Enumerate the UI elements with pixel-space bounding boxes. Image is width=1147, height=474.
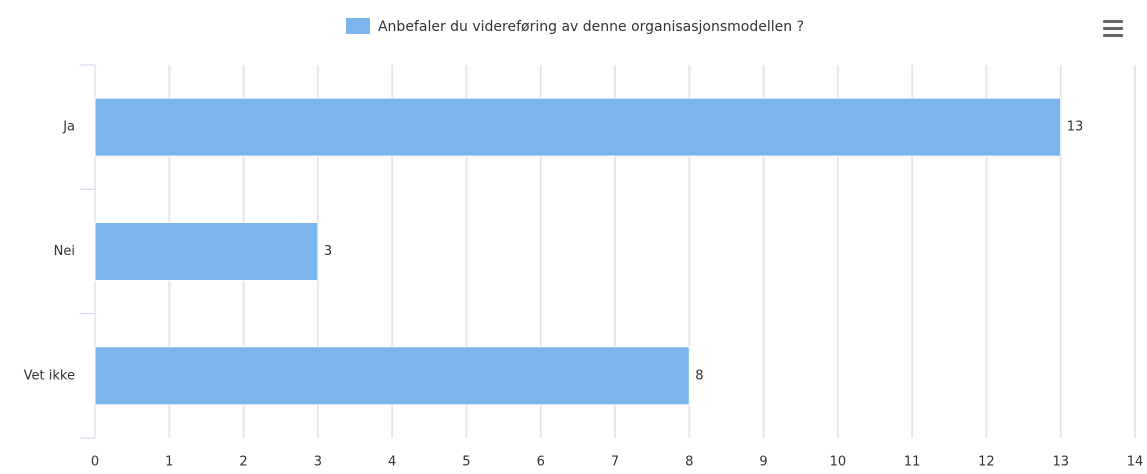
x-tick-label: 14 — [1127, 455, 1144, 470]
legend-label: Anbefaler du videreføring av denne organ… — [378, 19, 804, 35]
x-tick-label: 13 — [1052, 455, 1069, 470]
x-tick-label: 2 — [239, 455, 247, 470]
data-label: 8 — [695, 368, 703, 383]
x-tick-label: 8 — [685, 455, 693, 470]
x-tick-label: 9 — [759, 455, 767, 470]
x-tick-label: 7 — [611, 455, 619, 470]
y-tick-label: Ja — [62, 120, 75, 135]
x-tick-label: 0 — [91, 455, 99, 470]
x-tick-label: 6 — [537, 455, 545, 470]
bar — [94, 222, 319, 281]
bar — [94, 346, 690, 406]
x-tick-label: 3 — [314, 455, 322, 470]
y-tick-label: Nei — [54, 244, 75, 259]
x-tick-label: 12 — [978, 455, 995, 470]
x-tick-label: 4 — [388, 455, 396, 470]
y-tick-label: Vet ikke — [24, 368, 75, 383]
menu-bar — [1103, 34, 1123, 37]
x-tick-label: 10 — [830, 455, 847, 470]
data-label: 13 — [1067, 120, 1084, 135]
data-label: 3 — [324, 244, 332, 259]
menu-bar — [1103, 20, 1123, 23]
x-tick-label: 11 — [904, 455, 921, 470]
menu-bar — [1103, 27, 1123, 30]
x-tick-label: 5 — [462, 455, 470, 470]
x-tick-label: 1 — [165, 455, 173, 470]
menu-icon[interactable] — [1103, 20, 1123, 37]
bar — [94, 97, 1062, 157]
legend-swatch — [345, 18, 370, 34]
